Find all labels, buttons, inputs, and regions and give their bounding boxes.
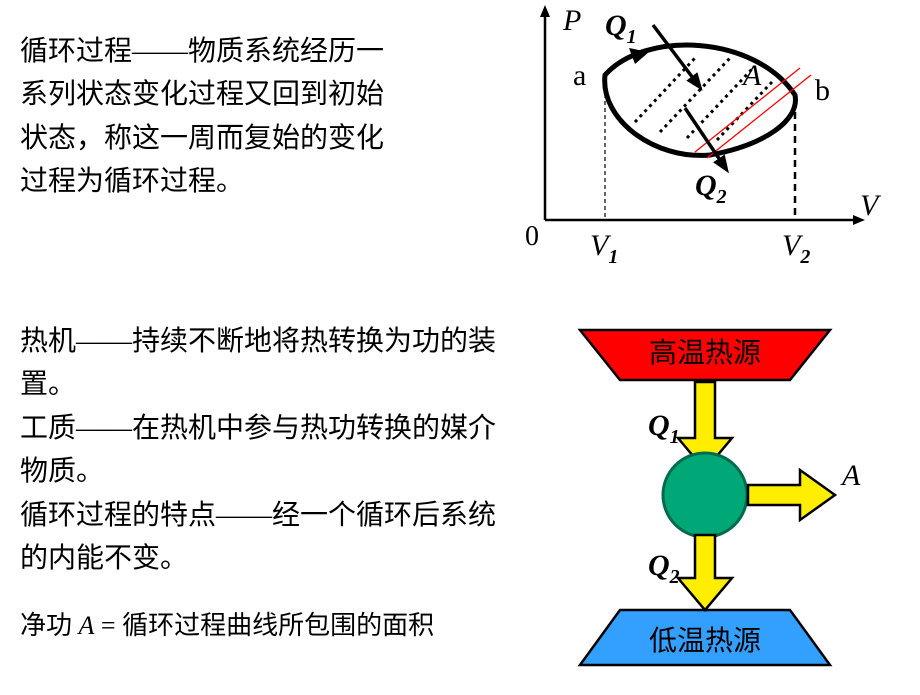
q2-arrow-engine: [678, 535, 732, 610]
engine-a-label: A: [840, 459, 861, 492]
label-v: V: [860, 189, 882, 222]
label-p: P: [562, 4, 581, 37]
label-o: 0: [525, 221, 539, 252]
pv-diagram: P V 0 a b A Q1 Q2 V1 V2: [495, 0, 895, 275]
engine-circle: [663, 453, 747, 537]
engine-q1-label: Q1: [648, 409, 680, 448]
label-area-a: A: [741, 59, 762, 92]
cold-label: 低温热源: [649, 625, 761, 657]
network-var: A: [79, 611, 95, 640]
network-post: = 循环过程曲线所包围的面积: [94, 611, 434, 640]
paragraph-net-work: 净功 A = 循环过程曲线所包围的面积: [20, 606, 500, 646]
a-arrow-engine: [748, 470, 835, 520]
network-pre: 净功: [20, 611, 79, 640]
label-v2: V2: [782, 229, 810, 268]
label-v1: V1: [590, 229, 618, 268]
line-heat-engine: 热机——持续不断地将热转换为功的装置。: [20, 326, 496, 400]
line-working-substance: 工质——在热机中参与热功转换的媒介物质。: [20, 413, 496, 487]
label-q2: Q2: [695, 169, 727, 208]
paragraph-cycle-definition: 循环过程——物质系统经历一系列状态变化过程又回到初始状态，称这一周而复始的变化过…: [20, 30, 400, 204]
heat-engine-diagram: 高温热源 低温热源 Q1 Q2 A: [520, 320, 900, 690]
label-b: b: [815, 74, 830, 107]
line-cycle-feature: 循环过程的特点——经一个循环后系统的内能不变。: [20, 500, 496, 574]
q2-arrow: [685, 108, 720, 160]
label-q1: Q1: [605, 9, 637, 48]
q1-arrow: [653, 25, 693, 78]
cycle-curve: [605, 45, 796, 155]
label-a: a: [573, 59, 586, 92]
engine-q2-label: Q2: [648, 549, 680, 588]
paragraph-heat-engine: 热机——持续不断地将热转换为功的装置。 工质——在热机中参与热功转换的媒介物质。…: [20, 320, 500, 580]
hot-label: 高温热源: [649, 337, 761, 369]
